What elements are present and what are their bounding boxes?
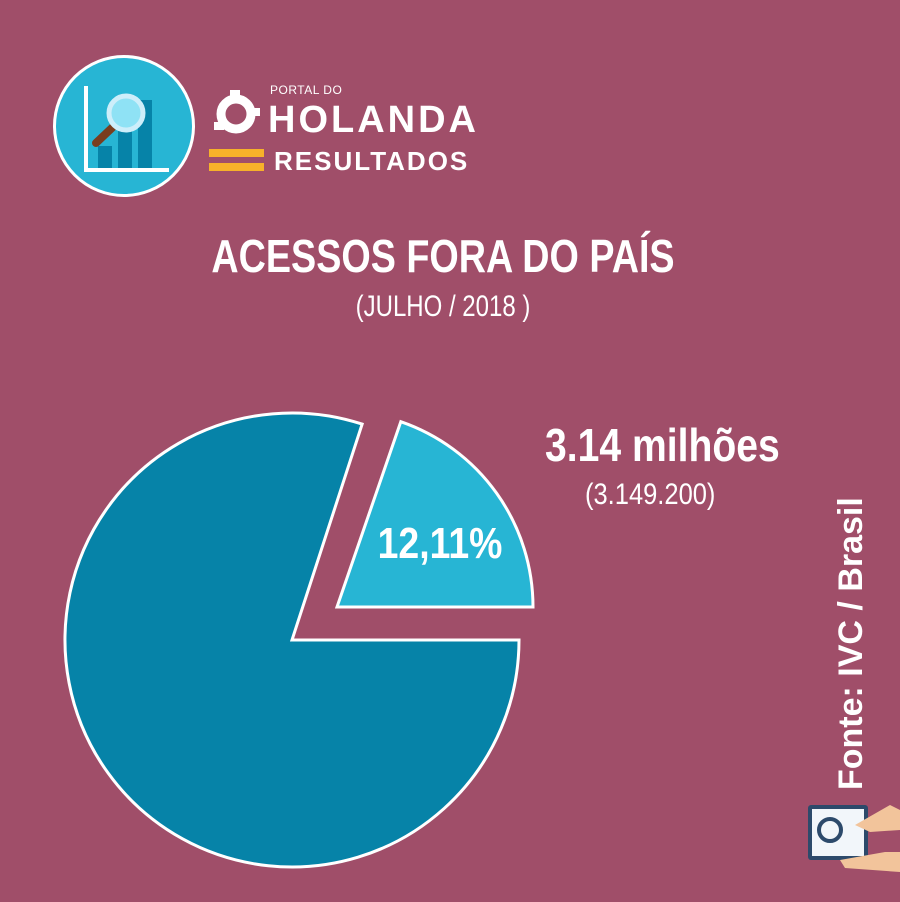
page-title: ACESSOS FORA DO PAÍS	[211, 230, 675, 282]
bar-chart-magnifier-icon	[53, 55, 195, 197]
pie-slice-highlight	[334, 419, 535, 609]
highlight-exact-value: (3.149.200)	[585, 478, 716, 511]
highlight-rounded-value: 3.14 milhões	[545, 419, 780, 471]
brand-section: RESULTADOS	[274, 146, 470, 176]
pie-slice-main	[63, 411, 521, 869]
brand-small: PORTAL DO	[270, 83, 343, 97]
page-subtitle: (JULHO / 2018 )	[355, 290, 531, 323]
brand-name: HOLANDA	[268, 99, 479, 141]
holanda-logo-icon	[214, 90, 260, 134]
divider-bar	[209, 149, 264, 157]
divider-bar	[209, 163, 264, 171]
source-label: Fonte: IVC / Brasil	[832, 497, 870, 790]
chart-icon-graphic	[84, 86, 169, 172]
pie-slice-label: 12,11%	[378, 518, 503, 568]
hand-clipboard-icon	[808, 805, 900, 872]
